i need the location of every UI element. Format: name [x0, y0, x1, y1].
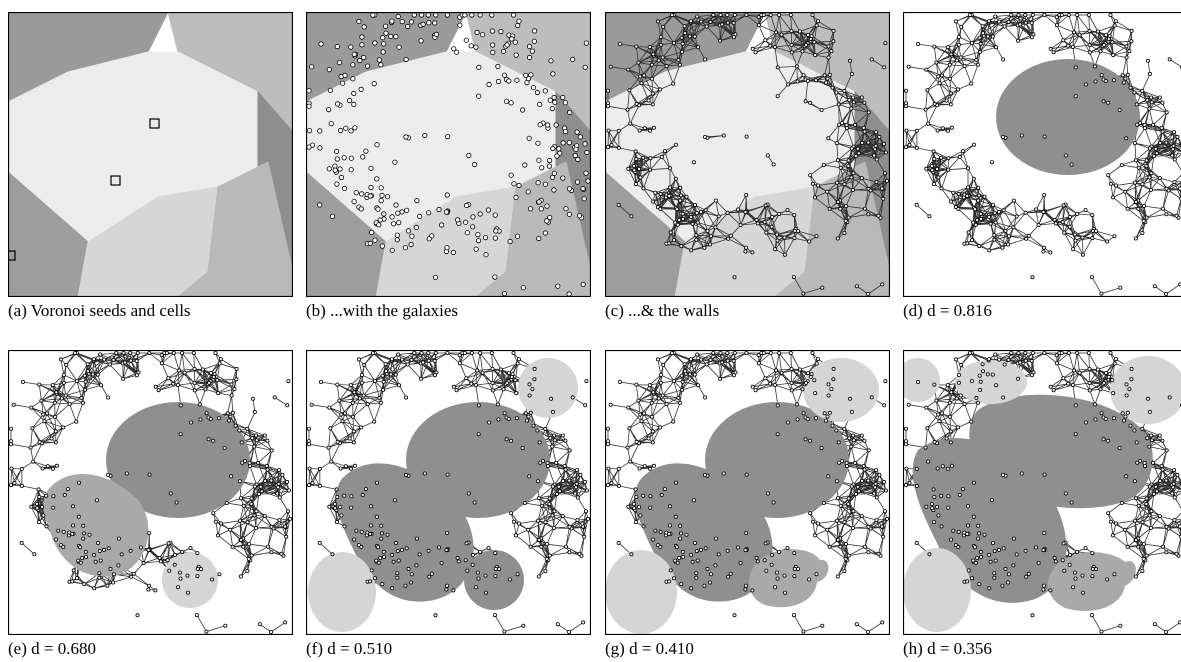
galaxy-points: [605, 12, 889, 296]
panel-frame: [8, 12, 293, 297]
caption-b: (b) ...with the galaxies: [306, 301, 459, 320]
voronoi-cells: [605, 12, 890, 297]
wall-network: [905, 14, 1181, 295]
panel-d-void: [903, 12, 1181, 297]
panel-frame: [8, 350, 293, 635]
panel-frame: [605, 350, 890, 635]
panel-h-void: [903, 350, 1181, 635]
panel-f-void: [306, 350, 591, 635]
panel-frame: [605, 12, 890, 297]
panel-b-galaxies: [306, 12, 591, 297]
caption-e: (e) d = 0.680: [8, 639, 96, 658]
panel-frame: [903, 350, 1181, 635]
voronoi-seeds-cells-plot: [8, 12, 293, 297]
caption-g: (g) d = 0.410: [605, 639, 694, 658]
void-regions: [308, 358, 578, 632]
panel-e-void: [8, 350, 293, 635]
panel-a-voronoi-cells: [8, 12, 293, 297]
panel-frame: [306, 350, 591, 635]
void-plot-h: [903, 350, 1181, 635]
galaxies-plot: [306, 12, 591, 297]
seed-marker: [110, 175, 121, 186]
panel-frame: [306, 12, 591, 297]
void-regions: [996, 59, 1140, 175]
void-regions: [43, 402, 250, 608]
void-plot-d: [903, 12, 1181, 297]
void-plot-g: [605, 350, 890, 635]
void-regions: [605, 358, 879, 634]
panel-g-void: [605, 350, 890, 635]
seed-marker: [149, 118, 160, 129]
caption-a: (a) Voronoi seeds and cells: [8, 301, 191, 320]
walls-plot: [605, 12, 890, 297]
galaxy-points: [8, 350, 292, 634]
galaxy-points: [306, 12, 591, 297]
panel-c-walls: [605, 12, 890, 297]
wall-network: [607, 14, 888, 295]
voronoi-cells: [306, 12, 591, 297]
caption-h: (h) d = 0.356: [903, 639, 992, 658]
caption-c: (c) ...& the walls: [605, 301, 720, 320]
galaxy-points: [903, 12, 1181, 296]
void-plot-e: [8, 350, 293, 635]
galaxy-points: [306, 350, 590, 634]
void-plot-f: [306, 350, 591, 635]
galaxy-points: [605, 350, 889, 634]
seed-marker: [8, 250, 16, 261]
galaxy-points: [903, 350, 1181, 634]
caption-d: (d) d = 0.816: [903, 301, 992, 320]
void-regions: [903, 356, 1181, 632]
panel-frame: [903, 12, 1181, 297]
voronoi-cells: [8, 12, 293, 297]
caption-f: (f) d = 0.510: [306, 639, 393, 658]
